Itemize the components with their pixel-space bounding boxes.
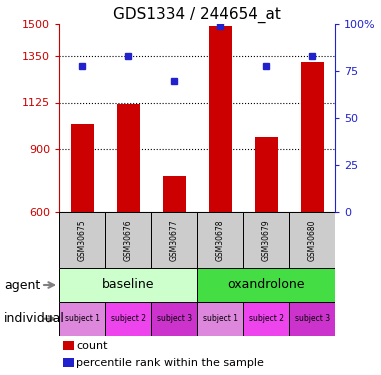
Bar (59, 212, 105, 268)
Bar (163, 177, 186, 212)
Text: subject 2: subject 2 (249, 314, 284, 323)
Bar (197, 212, 243, 268)
Bar (255, 137, 278, 212)
Text: oxandrolone: oxandrolone (227, 279, 305, 291)
Bar (209, 27, 232, 212)
Text: GSM30675: GSM30675 (78, 219, 86, 261)
Text: agent: agent (4, 279, 40, 291)
Text: GSM30677: GSM30677 (170, 219, 179, 261)
Bar (289, 212, 335, 268)
Text: GSM30678: GSM30678 (216, 219, 225, 261)
Text: subject 2: subject 2 (110, 314, 146, 323)
Text: subject 1: subject 1 (64, 314, 99, 323)
Text: GSM30676: GSM30676 (123, 219, 133, 261)
Bar (151, 212, 197, 268)
Text: percentile rank within the sample: percentile rank within the sample (76, 358, 264, 368)
Text: individual: individual (4, 312, 65, 325)
Bar (59, 268, 197, 302)
Bar (117, 104, 139, 212)
Text: GSM30680: GSM30680 (308, 219, 317, 261)
Text: baseline: baseline (102, 279, 154, 291)
Bar (105, 302, 151, 336)
Bar (105, 212, 151, 268)
Bar (59, 302, 105, 336)
Text: subject 3: subject 3 (157, 314, 192, 323)
Bar (70, 124, 94, 212)
Bar (289, 302, 335, 336)
Bar (197, 268, 335, 302)
Bar (151, 302, 197, 336)
Text: count: count (76, 341, 108, 351)
Bar (197, 302, 243, 336)
Bar (301, 62, 324, 212)
Bar (243, 212, 289, 268)
Text: subject 1: subject 1 (203, 314, 238, 323)
Text: subject 3: subject 3 (295, 314, 330, 323)
Text: GSM30679: GSM30679 (262, 219, 271, 261)
Title: GDS1334 / 244654_at: GDS1334 / 244654_at (113, 7, 281, 23)
Bar (243, 302, 289, 336)
